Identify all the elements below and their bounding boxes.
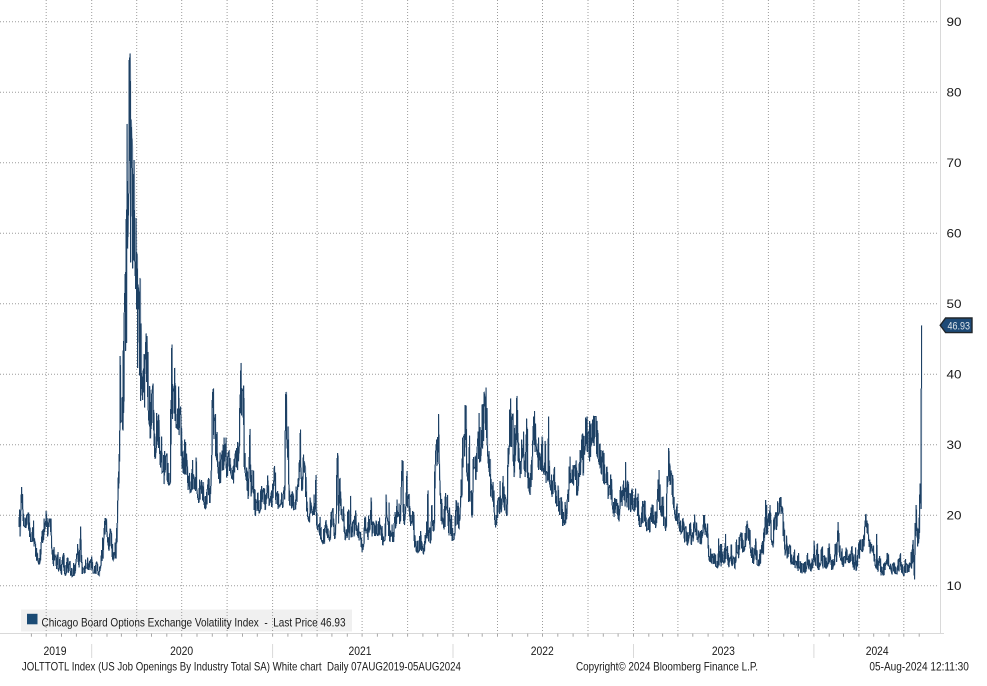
svg-text:2023: 2023 <box>712 644 735 658</box>
svg-text:30: 30 <box>947 438 962 452</box>
svg-text:90: 90 <box>947 15 962 29</box>
svg-text:50: 50 <box>947 297 962 311</box>
svg-text:2021: 2021 <box>349 644 372 658</box>
svg-text:JOLTTOTL Index (US Job Opening: JOLTTOTL Index (US Job Openings By Indus… <box>22 660 461 674</box>
svg-text:2019: 2019 <box>44 644 67 658</box>
svg-text:05-Aug-2024 12:11:30: 05-Aug-2024 12:11:30 <box>869 660 969 674</box>
svg-text:2020: 2020 <box>170 644 193 658</box>
svg-text:70: 70 <box>947 156 962 170</box>
svg-text:60: 60 <box>947 227 962 241</box>
svg-text:20: 20 <box>947 509 962 523</box>
svg-text:2022: 2022 <box>531 644 554 658</box>
svg-text:Chicago Board Options Exchange: Chicago Board Options Exchange Volatilit… <box>42 616 346 630</box>
svg-text:40: 40 <box>947 368 962 382</box>
svg-text:46.93: 46.93 <box>948 321 971 333</box>
svg-text:2024: 2024 <box>866 644 889 658</box>
svg-text:Copyright© 2024 Bloomberg Fina: Copyright© 2024 Bloomberg Finance L.P. <box>576 660 758 674</box>
svg-text:10: 10 <box>947 579 962 593</box>
svg-text:80: 80 <box>947 86 962 100</box>
